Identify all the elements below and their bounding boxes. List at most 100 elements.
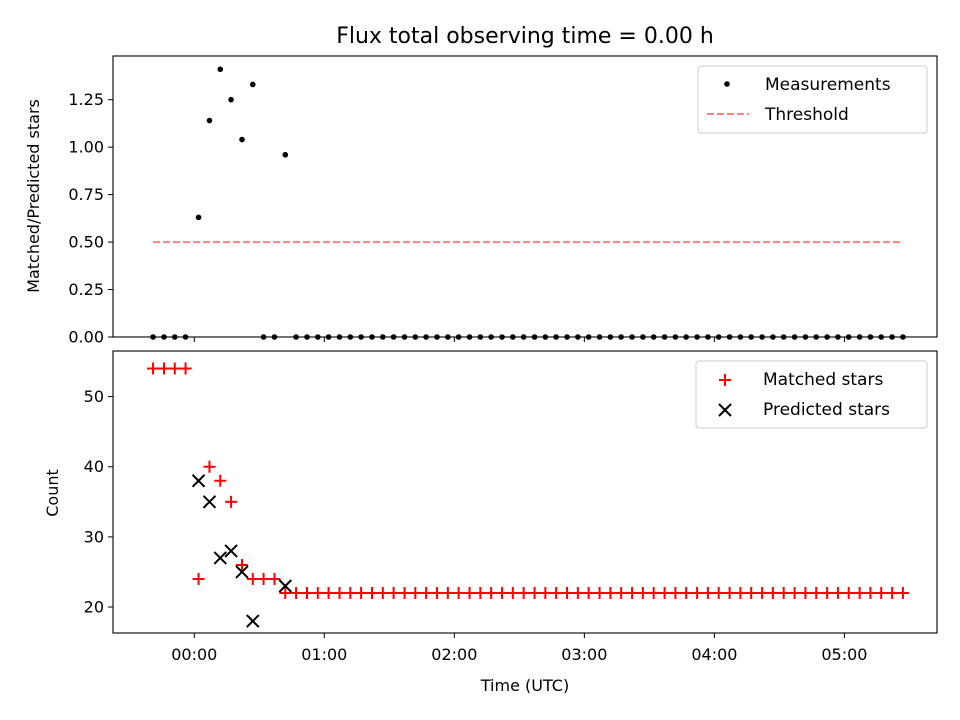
matched-star-marker	[680, 587, 693, 600]
matched-star-marker	[766, 587, 779, 600]
matched-star-marker	[192, 572, 205, 585]
matched-star-marker	[431, 587, 444, 600]
matched-star-marker	[398, 587, 411, 600]
matched-star-marker	[636, 587, 649, 600]
matched-star-marker	[777, 587, 790, 600]
matched-star-marker	[810, 587, 823, 600]
matched-star-marker	[387, 587, 400, 600]
legend-predicted-marker	[718, 403, 732, 417]
matched-star-marker	[734, 587, 747, 600]
measurement-point	[206, 117, 213, 124]
top-panel: Flux total observing time = 0.00 h Match…	[24, 24, 938, 347]
matched-star-marker	[496, 587, 509, 600]
matched-star-marker	[246, 572, 259, 585]
matched-star-marker	[168, 362, 181, 375]
matched-star-marker	[147, 362, 160, 375]
matched-star-marker	[788, 587, 801, 600]
matched-star-marker	[235, 558, 248, 571]
matched-star-marker	[712, 587, 725, 600]
matched-star-marker	[485, 587, 498, 600]
matched-star-marker	[886, 587, 899, 600]
top-y-tick-label: 0.75	[68, 185, 104, 204]
legend-measurements-label: Measurements	[765, 75, 891, 95]
matched-star-marker	[322, 587, 335, 600]
matched-star-marker	[203, 460, 216, 473]
matched-star-marker	[214, 474, 227, 487]
bottom-x-tick-label: 02:00	[431, 645, 477, 664]
measurement-point	[195, 214, 202, 221]
predicted-star-marker	[235, 565, 249, 579]
matched-star-marker	[474, 587, 487, 600]
bottom-x-tick-label: 01:00	[301, 645, 347, 664]
measurement-point	[217, 66, 224, 73]
matched-star-marker	[157, 362, 170, 375]
matched-star-marker	[842, 587, 855, 600]
bottom-panel: Count Time (UTC) 20 30 40 50 00:00 01:00 02:00…	[43, 350, 938, 695]
matched-star-marker	[528, 587, 541, 600]
matched-star-marker	[463, 587, 476, 600]
matched-star-marker	[366, 587, 379, 600]
bottom-x-axis-label: Time (UTC)	[480, 676, 569, 695]
matched-star-marker	[333, 587, 346, 600]
bottom-legend-box	[695, 360, 928, 429]
matched-star-marker	[376, 587, 389, 600]
matched-star-marker	[831, 587, 844, 600]
matched-star-marker	[179, 362, 192, 375]
matched-star-marker	[550, 587, 563, 600]
matched-star-marker	[864, 587, 877, 600]
matched-star-marker	[701, 587, 714, 600]
legend-matched-marker	[719, 374, 731, 386]
matched-star-marker	[420, 587, 433, 600]
bottom-x-tick-label: 05:00	[821, 645, 867, 664]
top-y-tick-label: 1.00	[68, 138, 104, 157]
matched-star-marker	[799, 587, 812, 600]
matched-star-marker	[593, 587, 606, 600]
bottom-x-tick-label: 03:00	[561, 645, 607, 664]
top-chart-title: Flux total observing time = 0.00 h	[336, 24, 714, 49]
matched-star-marker	[279, 587, 292, 600]
bottom-y-tick-label: 40	[84, 457, 104, 476]
top-y-axis-label: Matched/Predicted stars	[24, 99, 43, 293]
legend-threshold-label: Threshold	[764, 105, 849, 125]
bottom-y-tick-label: 20	[84, 598, 104, 617]
matched-star-marker	[669, 587, 682, 600]
top-y-tick-label: 1.25	[68, 90, 104, 109]
top-axes-frame	[112, 55, 938, 338]
predicted-star-marker	[191, 474, 206, 488]
predicted-star-marker	[246, 614, 260, 628]
bottom-axes-frame	[112, 350, 938, 634]
matched-star-marker	[539, 587, 552, 600]
bottom-x-tick-label: 04:00	[691, 645, 737, 664]
matched-star-marker	[723, 587, 736, 600]
matched-star-marker	[561, 587, 574, 600]
matched-star-marker	[691, 587, 704, 600]
matched-star-marker	[517, 587, 530, 600]
top-y-tick-label: 0.25	[68, 280, 104, 299]
matched-star-marker	[571, 587, 584, 600]
legend-matched-label: Matched stars	[763, 370, 883, 390]
predicted-star-marker	[202, 495, 217, 509]
matched-star-marker	[225, 495, 238, 508]
matched-star-marker	[268, 572, 281, 585]
matched-star-marker	[821, 587, 834, 600]
bottom-y-tick-label: 50	[84, 387, 104, 406]
matched-star-marker	[756, 587, 769, 600]
legend-measurements-marker	[724, 81, 730, 87]
predicted-star-marker	[213, 551, 227, 565]
matched-star-marker	[311, 587, 324, 600]
matched-star-marker	[257, 572, 270, 585]
top-legend-box	[697, 65, 928, 134]
predicted-star-marker	[278, 579, 292, 593]
matched-star-marker	[647, 587, 660, 600]
matched-star-marker	[626, 587, 639, 600]
top-y-tick-label: 0.00	[68, 328, 104, 347]
top-y-tick-label: 0.50	[68, 233, 104, 252]
matched-star-marker	[344, 587, 357, 600]
matched-star-marker	[506, 587, 519, 600]
matched-star-marker	[615, 587, 628, 600]
bottom-x-tick-label: 00:00	[171, 645, 217, 664]
measurement-point	[282, 151, 289, 158]
matched-star-marker	[355, 587, 368, 600]
measurement-point	[249, 81, 256, 88]
